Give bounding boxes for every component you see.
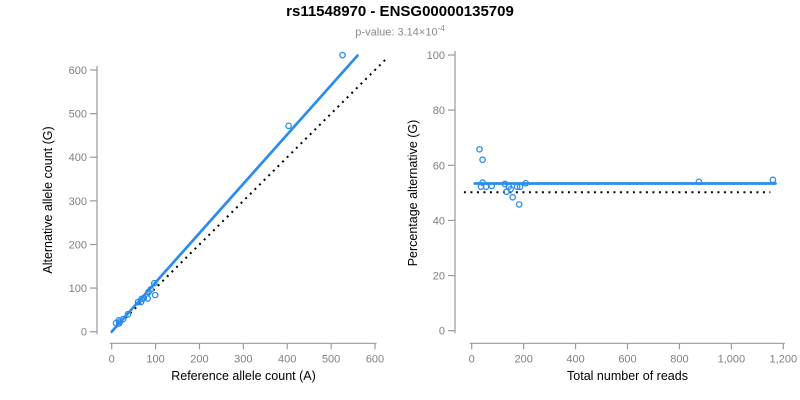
y-tick-label: 600 <box>69 65 87 77</box>
x-tick-label: 1,000 <box>718 353 746 365</box>
x-tick-label: 600 <box>366 353 384 365</box>
y-tick-label: 200 <box>69 239 87 251</box>
x-tick-label: 200 <box>190 353 208 365</box>
data-point <box>151 291 159 299</box>
x-tick-label: 400 <box>278 353 296 365</box>
data-point <box>479 156 486 164</box>
x-tick-label: 500 <box>322 353 340 365</box>
x-tick-label: 0 <box>469 353 475 365</box>
left-x-axis-title: Reference allele count (A) <box>171 369 316 383</box>
data-point <box>488 182 496 190</box>
left-scatter-plot: 0 100 200 300 400 500 600 0 100 200 300 400 500 600 <box>69 51 386 365</box>
data-point <box>119 315 127 323</box>
data-point <box>144 295 152 302</box>
right-x-axis-title: Total number of reads <box>567 369 688 383</box>
y-tick-label: 100 <box>69 283 87 295</box>
right-y-axis-title: Percentage alternative (G) <box>406 119 420 267</box>
data-point <box>115 317 123 324</box>
data-point <box>147 286 155 293</box>
data-point <box>513 183 521 191</box>
y-tick-label: 100 <box>427 50 445 62</box>
data-point <box>509 193 517 201</box>
pvalue-exponent: -4 <box>437 24 445 33</box>
chart-subtitle: p-value: 3.14×10-4 <box>0 24 800 39</box>
data-point <box>285 122 292 130</box>
y-tick-label: 400 <box>69 152 87 164</box>
x-tick-label: 100 <box>146 353 164 365</box>
x-tick-label: 0 <box>109 353 115 365</box>
chart-title: rs11548970 - ENSG00000135709 <box>286 3 514 20</box>
data-point <box>507 185 514 193</box>
data-point <box>479 179 486 186</box>
y-tick-label: 40 <box>433 215 445 227</box>
right-scatter-plot: 0 20 40 60 80 100 0 200 400 600 800 1,000 1,200 <box>427 50 797 365</box>
y-tick-label: 80 <box>433 105 445 117</box>
x-tick-label: 400 <box>566 353 584 365</box>
y-tick-label: 20 <box>433 271 445 283</box>
data-point <box>515 201 523 208</box>
x-tick-label: 200 <box>514 353 532 365</box>
data-point <box>476 145 483 153</box>
left-y-axis-title: Alternative allele count (G) <box>41 126 55 274</box>
data-point <box>150 279 158 287</box>
x-tick-label: 800 <box>670 353 688 365</box>
data-point <box>124 310 132 318</box>
pvalue-text: p-value: 3.14×10 <box>355 26 438 39</box>
x-tick-label: 600 <box>618 353 636 365</box>
data-point <box>769 176 777 184</box>
y-tick-label: 300 <box>69 196 87 208</box>
y-tick-label: 60 <box>433 160 445 172</box>
y-tick-label: 0 <box>81 327 87 339</box>
x-tick-label: 300 <box>234 353 252 365</box>
x-tick-label: 1,200 <box>770 353 798 365</box>
data-point <box>339 51 346 59</box>
y-tick-label: 500 <box>69 109 87 121</box>
y-tick-label: 0 <box>439 326 445 338</box>
data-point <box>695 178 703 186</box>
data-point <box>516 183 524 191</box>
data-point <box>140 294 148 302</box>
data-point <box>522 179 530 187</box>
